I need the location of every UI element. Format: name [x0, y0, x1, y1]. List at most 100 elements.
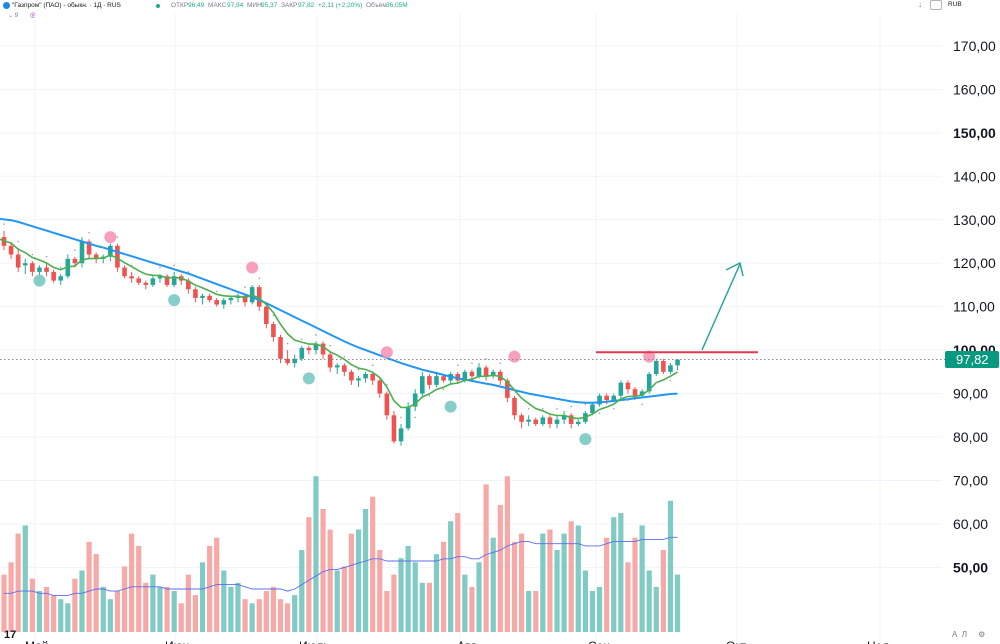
price-tick-label: 90,00: [953, 386, 988, 402]
volume-bar: [653, 586, 659, 632]
price-tick-label: 60,00: [953, 516, 988, 532]
candle-body: [256, 287, 262, 307]
volume-bar: [419, 582, 425, 632]
volume-bar: [497, 504, 503, 632]
sar-dot: [570, 405, 572, 408]
volume-bar: [249, 603, 255, 632]
candle-body: [349, 371, 354, 381]
candle-body: [79, 241, 85, 264]
symbol-title[interactable]: "Газпром" (ПАО) - обыкн. · 1Д · RUS: [12, 2, 121, 9]
sar-dot: [371, 364, 374, 367]
candle-body: [356, 378, 361, 381]
candle-body: [590, 404, 595, 414]
moving-averages: [0, 217, 678, 420]
volume-bar: [129, 533, 135, 632]
sar-dot: [116, 236, 119, 238]
volume-bar: [171, 591, 177, 632]
volume-bar: [263, 591, 269, 632]
time-tick-label: Май: [25, 639, 49, 644]
open-value: 96,49: [188, 2, 205, 9]
volume-bar: [526, 591, 532, 632]
currency-label[interactable]: RUB: [948, 1, 962, 8]
candle-body: [214, 300, 219, 305]
sar-dot: [88, 231, 90, 234]
candle-body: [384, 393, 390, 416]
sar-dot: [641, 403, 643, 406]
swing-low-marker: [33, 274, 46, 287]
volume-bar: [433, 554, 440, 632]
volume-bar: [412, 562, 418, 632]
candle-body: [242, 295, 248, 303]
candle-body: [653, 360, 659, 374]
volume-bar: [178, 603, 184, 632]
candle-body: [611, 395, 617, 401]
candle-body: [51, 271, 56, 281]
sar-dot: [400, 416, 402, 419]
time-tick-label: Окт: [726, 639, 747, 644]
volume-ma-line: [4, 536, 678, 596]
volume-bar: [604, 537, 610, 632]
candle-body: [72, 258, 78, 264]
volume-bar: [93, 554, 99, 632]
volume-bar: [100, 586, 106, 632]
volume-bar: [15, 533, 21, 632]
candle-body: [285, 358, 290, 364]
volume-bar: [36, 591, 43, 632]
candle-body: [22, 263, 28, 266]
volume-bar: [79, 570, 85, 632]
sar-dot: [300, 338, 303, 341]
candle-body: [108, 245, 113, 257]
sar-dot: [386, 384, 388, 386]
volume-bar: [1, 574, 7, 632]
volume-bar: [157, 586, 163, 632]
volume-bar: [391, 574, 397, 632]
volume-bar: [313, 476, 319, 632]
price-tick-label: 110,00: [953, 299, 995, 315]
candle-body: [646, 373, 652, 392]
indicator-eye-icon[interactable]: ◎: [30, 12, 37, 19]
layout-icon[interactable]: [930, 0, 942, 10]
volume-bar: [306, 517, 312, 632]
volume-bar: [398, 558, 404, 632]
volume-bar: [611, 517, 617, 632]
volume-bar: [405, 545, 411, 632]
sar-dot: [201, 286, 204, 288]
candle-body: [327, 354, 333, 368]
arrow-down-icon[interactable]: ↓: [918, 0, 922, 9]
chart-header: "Газпром" (ПАО) - обыкн. · 1Д · RUS ОТКР…: [0, 0, 1000, 12]
candle-body: [512, 397, 517, 416]
candle-body: [398, 428, 404, 442]
volume-bar: [58, 599, 64, 632]
volume-bar: [476, 562, 482, 632]
swing-low-marker: [168, 294, 181, 307]
price-tick-label: 170,00: [953, 38, 996, 54]
sar-dot: [230, 288, 232, 291]
sar-dot: [286, 342, 289, 345]
candle-body: [575, 421, 581, 424]
volume-bar: [674, 574, 681, 632]
swing-high-marker: [246, 261, 259, 274]
sar-dot: [414, 416, 417, 419]
volume-bar: [185, 574, 191, 632]
symbol-logo-icon: [3, 2, 10, 9]
candle-body: [129, 276, 134, 279]
price-tick-label: 50,00: [953, 559, 988, 575]
sar-dot: [527, 407, 530, 410]
volume-bar: [51, 595, 57, 632]
volume-bar: [596, 586, 603, 632]
sar-dot: [244, 286, 246, 288]
low-label: МИН: [247, 2, 262, 9]
candle-body: [313, 343, 319, 351]
swing-high-marker: [104, 231, 117, 244]
tradingview-logo-icon[interactable]: 17: [4, 629, 17, 641]
sar-dot: [513, 388, 516, 391]
axis-settings-icons[interactable]: А Л ⚙: [952, 630, 986, 639]
indicators-toggle[interactable]: ⌄ 9: [8, 13, 19, 19]
volume-bar: [164, 586, 170, 632]
sar-dot: [655, 381, 658, 384]
volume-bar: [511, 541, 518, 632]
candle-body: [661, 360, 666, 372]
candle-body: [604, 395, 609, 401]
candle-body: [115, 245, 120, 268]
